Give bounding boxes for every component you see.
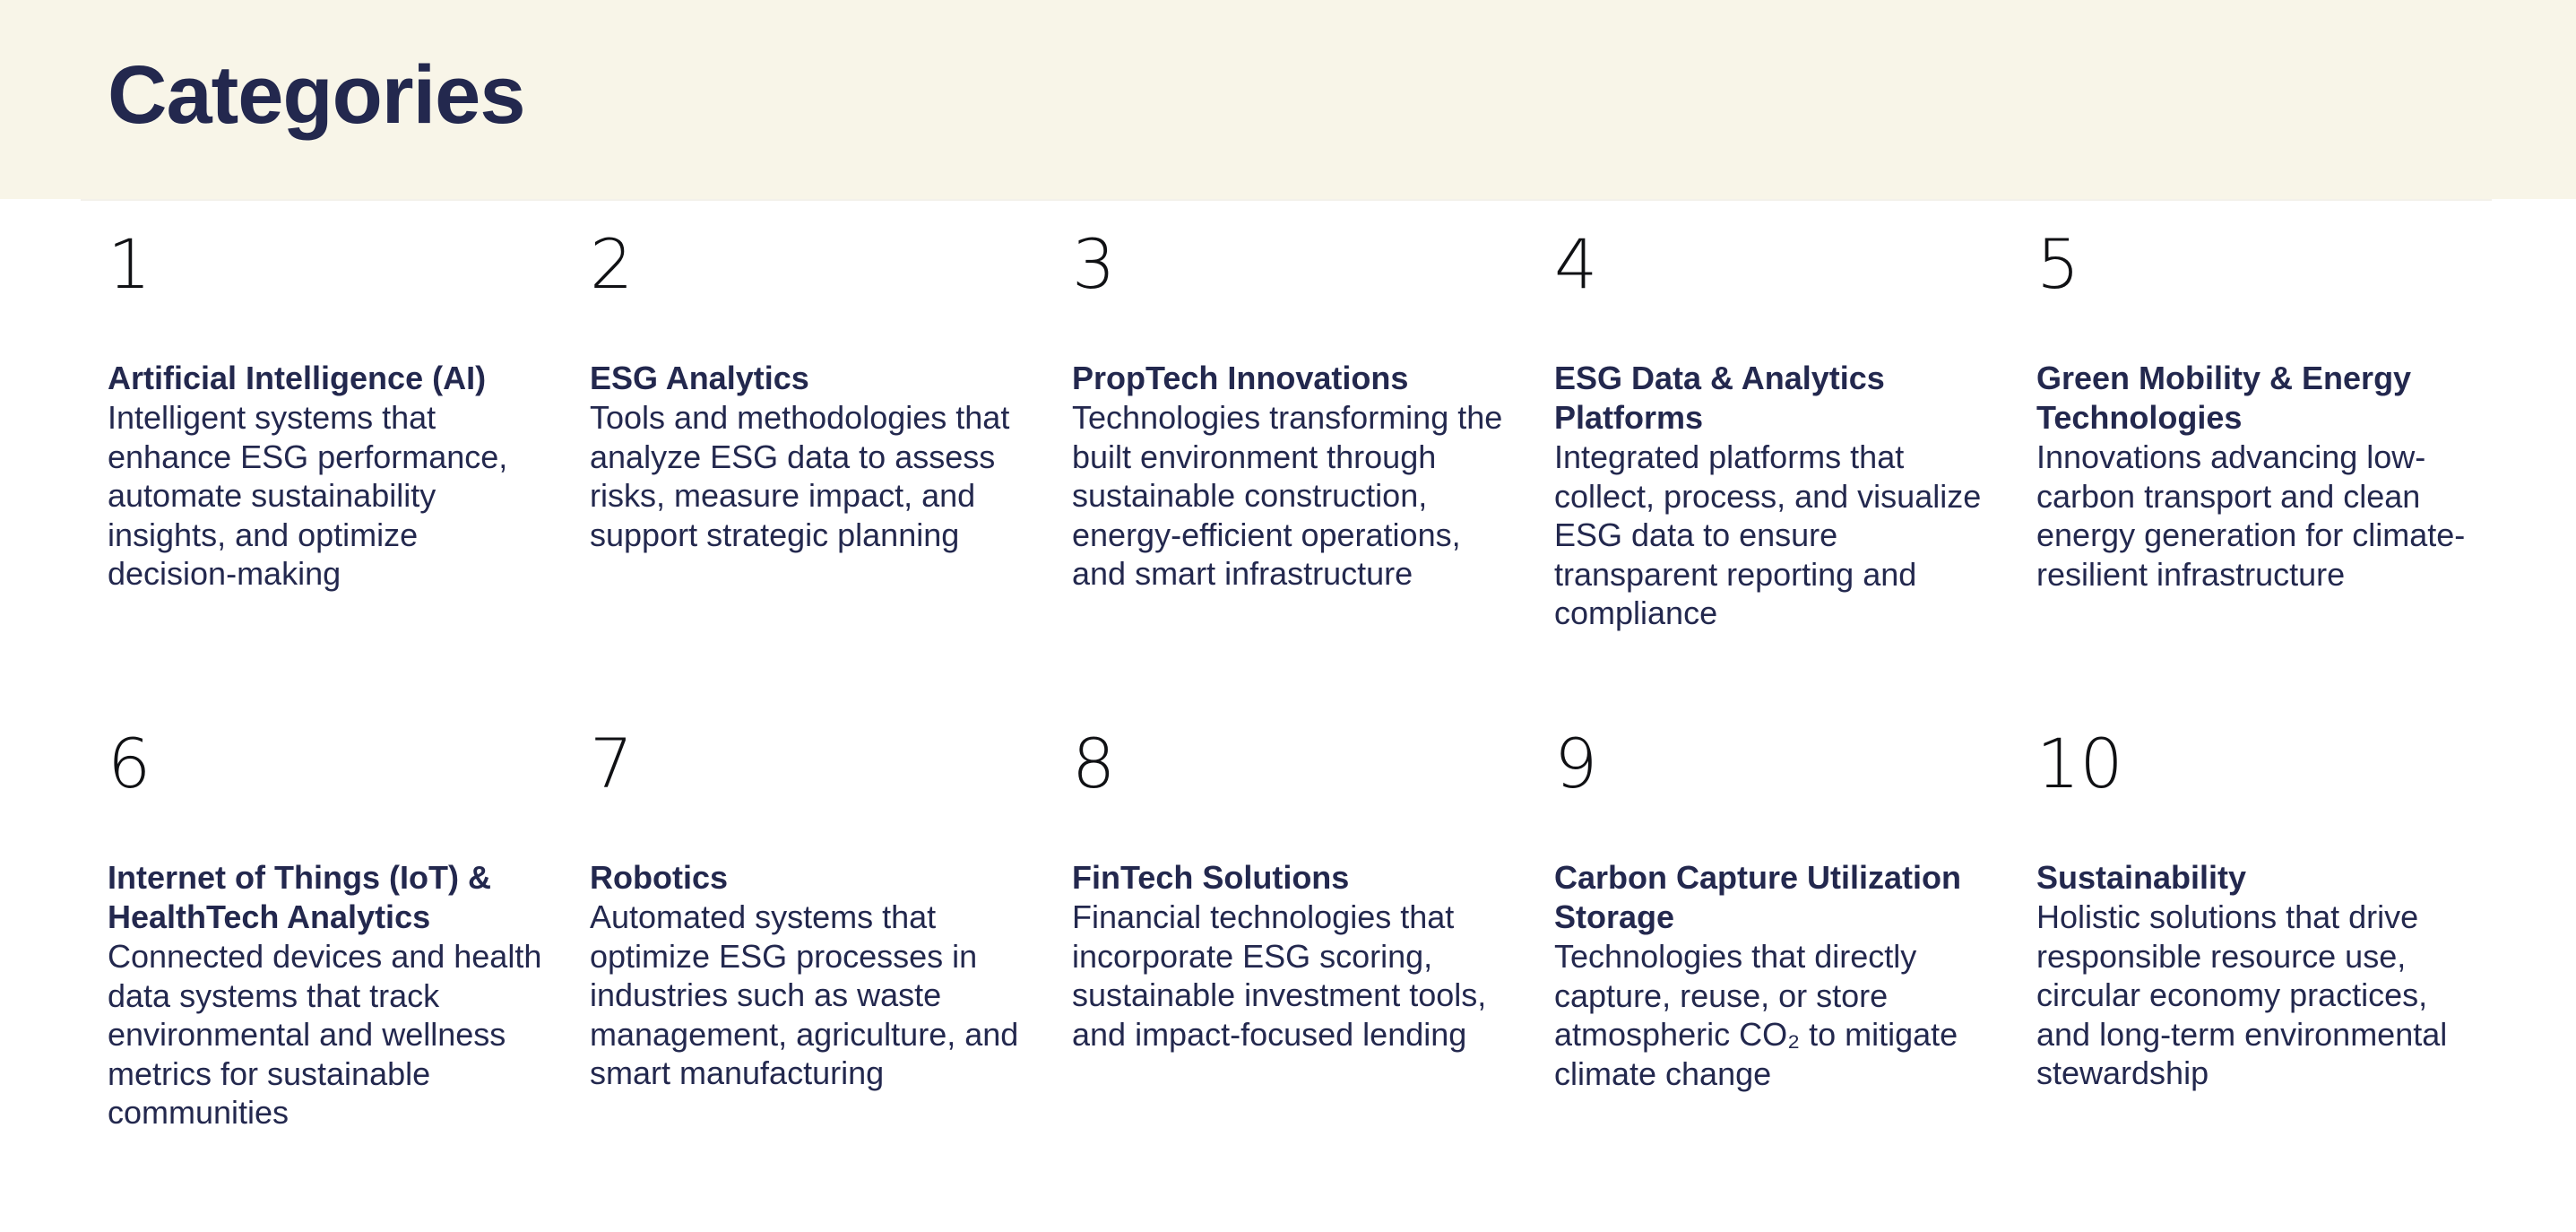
category-description: Innovations advancing low-carbon transpo… [2036,438,2466,593]
category-number: 10 [2036,724,2123,803]
category-number: 8 [1072,724,1116,803]
category-title: Internet of Things (IoT) & HealthTech An… [108,859,491,935]
category-number: 2 [590,224,634,304]
header-banner: Categories [0,0,2576,199]
category-card-1: 1 Artificial Intelligence (AI) Intellige… [108,215,547,594]
category-title: ESG Data & Analytics Platforms [1554,360,1885,436]
category-description: Intelligent systems that enhance ESG per… [108,399,508,592]
category-card-10: 10 Sustainability Holistic solutions tha… [2036,715,2476,1093]
categories-grid: 1 Artificial Intelligence (AI) Intellige… [108,215,2528,1184]
category-description: Technologies that directly capture, reus… [1554,938,1958,1092]
category-number: 7 [590,724,634,803]
category-title: Carbon Capture Utilization Storage [1554,859,1962,935]
category-title: Artificial Intelligence (AI) [108,360,487,396]
category-card-8: 8 FinTech Solutions Financial technologi… [1072,715,1511,1054]
category-title: Robotics [590,859,729,896]
category-title: FinTech Solutions [1072,859,1350,896]
category-number: 3 [1072,224,1116,304]
page-title: Categories [108,49,525,141]
category-description: Automated systems that optimize ESG proc… [590,898,1019,1091]
category-card-5: 5 Green Mobility & Energy Technologies I… [2036,215,2476,594]
category-number: 5 [2036,224,2080,304]
category-description: Integrated platforms that collect, proce… [1554,438,1982,631]
category-number: 9 [1554,724,1598,803]
category-description: Technologies transforming the built envi… [1072,399,1503,592]
category-card-6: 6 Internet of Things (IoT) & HealthTech … [108,715,547,1132]
category-card-4: 4 ESG Data & Analytics Platforms Integra… [1554,215,1993,633]
category-title: ESG Analytics [590,360,809,396]
category-title: Sustainability [2036,859,2247,896]
category-card-3: 3 PropTech Innovations Technologies tran… [1072,215,1511,594]
category-title: PropTech Innovations [1072,360,1409,396]
category-number: 4 [1554,224,1598,304]
category-number: 6 [108,724,151,803]
category-description: Financial technologies that incorporate … [1072,898,1487,1053]
category-description: Connected devices and health data system… [108,938,542,1131]
category-card-2: 2 ESG Analytics Tools and methodologies … [590,215,1029,554]
category-title: Green Mobility & Energy Technologies [2036,360,2412,436]
category-card-9: 9 Carbon Capture Utilization Storage Tec… [1554,715,1993,1093]
category-description: Tools and methodologies that analyze ESG… [590,399,1010,553]
header-divider [81,199,2492,201]
category-description: Holistic solutions that drive responsibl… [2036,898,2448,1091]
category-card-7: 7 Robotics Automated systems that optimi… [590,715,1029,1093]
category-number: 1 [108,224,151,304]
